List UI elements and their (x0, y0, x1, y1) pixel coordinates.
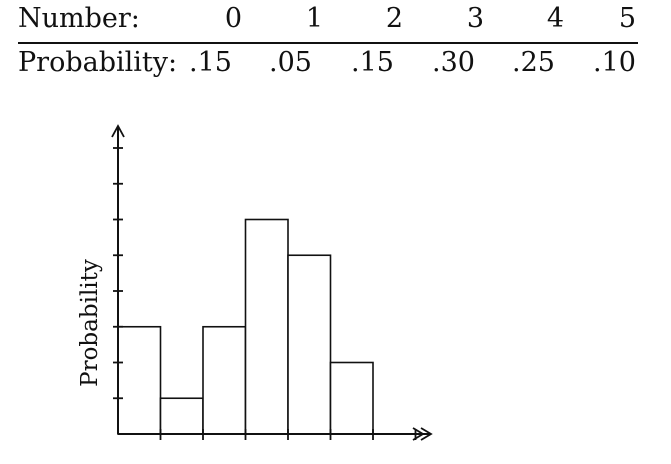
number-cell: 2 (385, 3, 403, 34)
probability-cell: .10 (593, 47, 636, 78)
probability-cell: .05 (269, 47, 312, 78)
histogram-bar (117, 325, 162, 435)
histogram-bar (202, 325, 247, 435)
probability-row-label: Probability: (18, 47, 178, 78)
distribution-table: Number: 0 1 2 3 4 5 Probability: .15 .05… (18, 0, 640, 88)
histogram-bar (287, 254, 332, 435)
histogram-bar (159, 397, 204, 435)
probability-row: Probability: .15 .05 .15 .30 .25 .10 (18, 44, 640, 88)
probability-cell: .15 (189, 47, 232, 78)
y-axis-label: Probability (76, 259, 103, 387)
number-cell: 0 (224, 3, 242, 34)
number-cell: 1 (305, 3, 323, 34)
number-row: Number: 0 1 2 3 4 5 (18, 0, 640, 44)
number-row-label: Number: (18, 3, 140, 34)
x-axis-arrow (420, 427, 433, 441)
probability-cell: .25 (512, 47, 555, 78)
histogram-bar (244, 218, 289, 435)
probability-cell: .30 (432, 47, 475, 78)
histogram-bar (329, 361, 374, 435)
y-axis-arrow (111, 124, 125, 138)
number-cell: 4 (546, 3, 564, 34)
probability-cell: .15 (351, 47, 394, 78)
table-divider (18, 42, 638, 44)
number-cell: 5 (618, 3, 636, 34)
number-cell: 3 (466, 3, 484, 34)
